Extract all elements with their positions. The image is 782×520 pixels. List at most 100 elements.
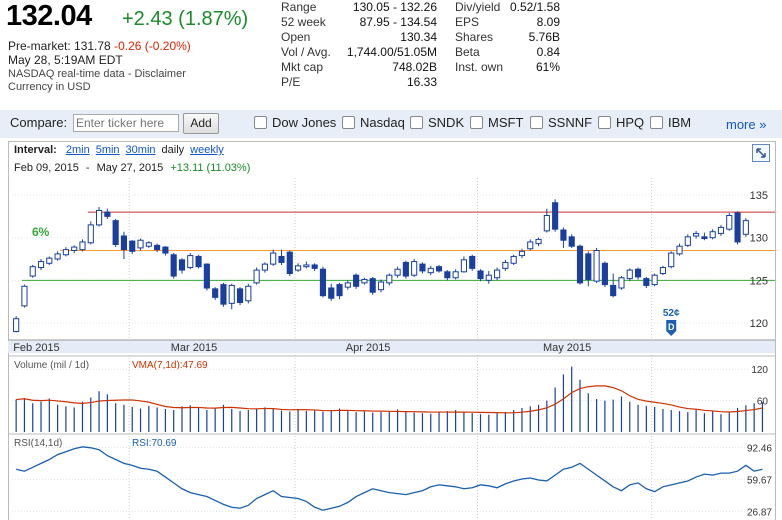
interval-2min[interactable]: 2min bbox=[65, 144, 90, 156]
candle bbox=[46, 256, 53, 265]
compare-ticker-dow-jones[interactable]: Dow Jones bbox=[254, 115, 336, 130]
candle-body bbox=[195, 255, 202, 268]
candle-body bbox=[29, 266, 36, 277]
expand-chart-button[interactable] bbox=[752, 144, 770, 162]
candle-body bbox=[187, 255, 194, 269]
candle bbox=[411, 259, 418, 277]
candle bbox=[427, 265, 434, 276]
candle bbox=[253, 267, 260, 285]
candle bbox=[162, 246, 169, 256]
stats-left-table: Range 130.05 - 132.26 52 week 87.95 - 134.5… bbox=[281, 0, 437, 90]
candle-body bbox=[344, 282, 351, 288]
candle-body bbox=[510, 255, 517, 264]
candle-body bbox=[543, 215, 550, 232]
candle bbox=[527, 239, 534, 251]
candle-body bbox=[452, 271, 459, 279]
stat-label: Beta bbox=[455, 45, 480, 59]
candle-body bbox=[576, 245, 584, 284]
compare-ticker-label: HPQ bbox=[616, 115, 645, 130]
candle bbox=[535, 237, 542, 247]
interval-label: Interval: bbox=[14, 144, 57, 156]
price-tick-label: 120 bbox=[750, 318, 768, 330]
checkbox[interactable] bbox=[410, 116, 423, 129]
candle bbox=[71, 245, 78, 254]
stat-row: Mkt cap 748.02B bbox=[281, 60, 437, 75]
dividend-amount-label: 52¢ bbox=[663, 308, 680, 319]
candle-body bbox=[95, 209, 103, 226]
stat-row: EPS 8.09 bbox=[455, 15, 560, 30]
candle-body bbox=[71, 246, 78, 251]
stat-value: 0.84 bbox=[536, 45, 560, 59]
checkbox[interactable] bbox=[254, 116, 267, 129]
checkbox[interactable] bbox=[342, 116, 355, 129]
candle bbox=[112, 218, 119, 248]
premarket-line: Pre-market: 131.78 -0.26 (-0.20%) bbox=[8, 39, 191, 53]
stock-chart[interactable]: 6% 120 125 130 135 52¢ D Feb 2015 Mar 2015 Apr 20… bbox=[8, 178, 775, 519]
candle bbox=[593, 247, 600, 283]
candle-body bbox=[236, 288, 244, 303]
stat-label: EPS bbox=[455, 15, 480, 29]
compare-ticker-label: IBM bbox=[668, 115, 692, 130]
stat-row: Open 130.34 bbox=[281, 30, 437, 45]
candle bbox=[726, 212, 733, 231]
compare-ticker-ssnnf[interactable]: SSNNF bbox=[530, 115, 592, 130]
stat-row: Shares 5.76B bbox=[455, 30, 560, 45]
candle bbox=[311, 263, 318, 271]
compare-ticker-ibm[interactable]: IBM bbox=[650, 115, 691, 130]
compare-ticker-label: SSNNF bbox=[548, 115, 593, 130]
candle bbox=[394, 266, 401, 278]
last-price: 132.04 bbox=[6, 0, 92, 32]
premarket-price: 131.78 bbox=[74, 39, 111, 53]
candle bbox=[145, 241, 152, 248]
candle-body bbox=[37, 261, 45, 269]
candle-body bbox=[286, 251, 293, 274]
compare-ticker-label: Dow Jones bbox=[272, 115, 337, 130]
candle-body bbox=[717, 226, 725, 234]
candle-body bbox=[220, 284, 227, 305]
range-change: +13.11 (11.03%) bbox=[170, 162, 251, 174]
candle bbox=[228, 283, 235, 310]
data-source-disclaimer[interactable]: NASDAQ real-time data - Disclaimer bbox=[8, 68, 186, 80]
rsi-indicator: RSI:70.69 bbox=[132, 438, 177, 449]
candle-body bbox=[626, 269, 633, 280]
stat-label: Vol / Avg. bbox=[281, 45, 331, 59]
checkbox[interactable] bbox=[470, 116, 483, 129]
checkbox[interactable] bbox=[530, 116, 543, 129]
interval-5min[interactable]: 5min bbox=[95, 144, 120, 156]
candle-body bbox=[261, 263, 268, 271]
range-start: Feb 09, 2015 bbox=[14, 162, 79, 174]
candle bbox=[87, 221, 94, 245]
candle bbox=[585, 251, 592, 287]
compare-ticker-sndk[interactable]: SNDK bbox=[410, 115, 464, 130]
candle-body bbox=[643, 278, 650, 286]
stat-label: Range bbox=[281, 0, 317, 14]
interval-weekly[interactable]: weekly bbox=[190, 144, 224, 156]
compare-ticker-hpq[interactable]: HPQ bbox=[598, 115, 644, 130]
candle bbox=[386, 273, 393, 286]
date-axis-band bbox=[8, 340, 775, 353]
candle bbox=[344, 280, 351, 290]
candle-body bbox=[278, 255, 285, 263]
checkbox[interactable] bbox=[598, 116, 611, 129]
candle bbox=[261, 262, 268, 273]
date-tick-label: Feb 2015 bbox=[13, 342, 59, 354]
candle bbox=[576, 244, 584, 285]
price-tick-label: 135 bbox=[750, 190, 768, 202]
price-tick-label: 130 bbox=[750, 233, 768, 245]
add-ticker-button[interactable]: Add bbox=[183, 113, 219, 134]
candle-body bbox=[527, 241, 534, 250]
volume-tick-label: 120 bbox=[751, 365, 768, 376]
candle-body bbox=[560, 229, 567, 241]
interval-30min[interactable]: 30min bbox=[125, 144, 156, 156]
candle bbox=[361, 277, 368, 285]
candle-body bbox=[518, 250, 526, 257]
compare-ticker-input[interactable] bbox=[73, 114, 179, 132]
compare-ticker-nasdaq[interactable]: Nasdaq bbox=[342, 115, 405, 130]
checkbox[interactable] bbox=[650, 116, 663, 129]
range-end: May 27, 2015 bbox=[96, 162, 164, 174]
candle bbox=[560, 227, 567, 248]
candle bbox=[245, 283, 252, 304]
compare-ticker-msft[interactable]: MSFT bbox=[470, 115, 523, 130]
stat-row: 52 week 87.95 - 134.54 bbox=[281, 15, 437, 30]
more-compare-link[interactable]: more » bbox=[726, 117, 767, 132]
